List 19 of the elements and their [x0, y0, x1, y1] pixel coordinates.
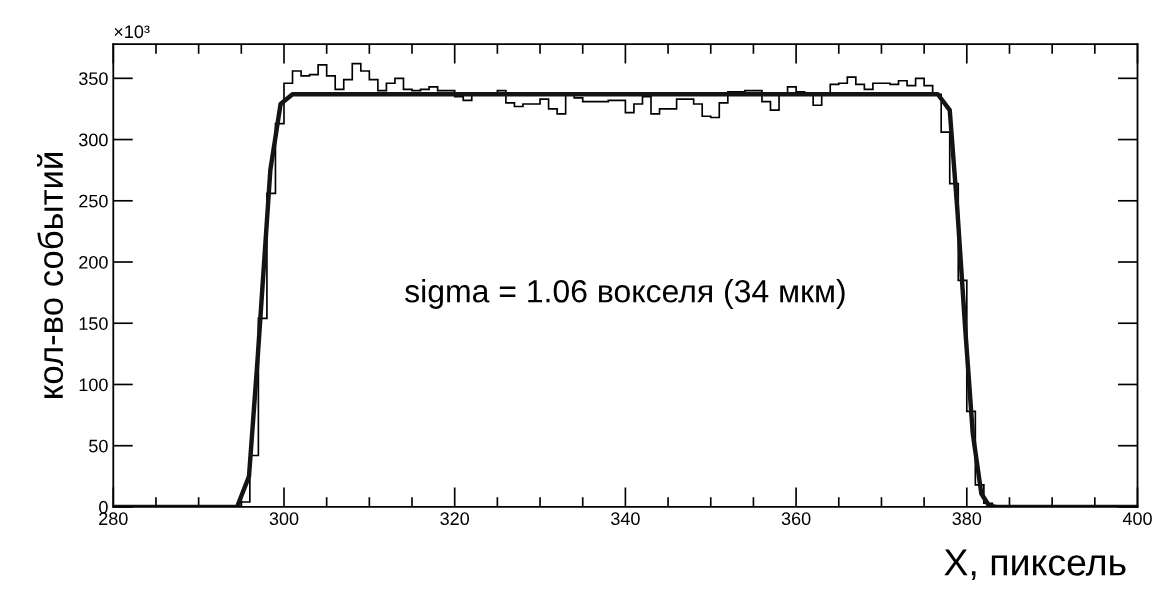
- x-tick-label: 280: [99, 512, 128, 526]
- y-tick-label: 150: [79, 317, 108, 330]
- x-tick-label: 300: [269, 512, 299, 526]
- y-axis-title: кол-во событий: [37, 153, 64, 398]
- annotation: sigma = 1.06 вокселя (34 мкм): [405, 279, 845, 309]
- y-tick-label: 50: [89, 439, 108, 453]
- x-tick-label: 340: [611, 512, 640, 526]
- x-tick-label: 360: [781, 512, 811, 526]
- y-tick-label: 350: [78, 72, 108, 86]
- text: ×10³: [114, 25, 150, 39]
- y-tick-label: 300: [78, 133, 108, 147]
- y-tick-label: 200: [79, 255, 108, 269]
- x-tick-label: 320: [440, 512, 470, 526]
- x-tick-label: 400: [1122, 512, 1152, 526]
- y-tick-label: 250: [79, 194, 108, 208]
- x-axis-title: X, пиксель: [944, 549, 1126, 581]
- x-tick-label: 380: [952, 512, 982, 526]
- y-tick-label: 0: [99, 500, 108, 514]
- y-tick-label: 100: [79, 378, 108, 392]
